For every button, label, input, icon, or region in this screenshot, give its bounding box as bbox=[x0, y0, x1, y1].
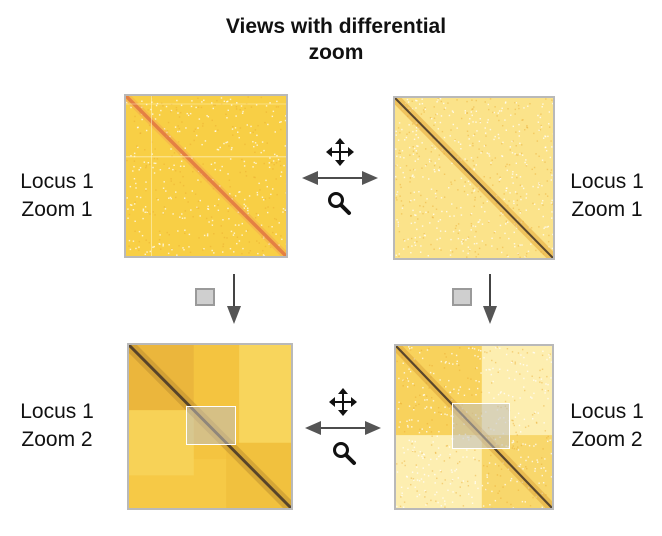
label-bottom-left: Locus 1 Zoom 2 bbox=[2, 398, 112, 454]
locus-label: Locus 1 bbox=[20, 400, 94, 423]
double-arrow-icon[interactable] bbox=[305, 421, 381, 435]
double-arrow-icon[interactable] bbox=[302, 171, 378, 185]
link-controls-bottom bbox=[303, 386, 383, 470]
link-controls-top bbox=[300, 136, 380, 220]
magnifier-icon[interactable] bbox=[333, 442, 356, 465]
zoom-region-box[interactable] bbox=[452, 403, 510, 449]
zoom-label: Zoom 2 bbox=[571, 428, 643, 451]
magnifier-icon[interactable] bbox=[328, 192, 351, 215]
move-arrows-icon[interactable] bbox=[329, 388, 357, 416]
zoom-label: Zoom 2 bbox=[21, 428, 93, 451]
locus-label: Locus 1 bbox=[20, 170, 94, 193]
zoom-region-box[interactable] bbox=[186, 406, 236, 445]
contact-map-bottom-right[interactable] bbox=[394, 344, 554, 510]
label-bottom-right: Locus 1 Zoom 2 bbox=[552, 398, 662, 454]
zoom-label: Zoom 1 bbox=[571, 198, 643, 221]
locus-label: Locus 1 bbox=[570, 170, 644, 193]
square-icon[interactable] bbox=[195, 288, 215, 306]
title-line-1: Views with differential bbox=[225, 15, 447, 38]
arrow-down-icon bbox=[483, 274, 497, 324]
title-line-2: zoom bbox=[308, 41, 364, 64]
figure-title: Views with differential zoom bbox=[0, 14, 662, 66]
locus-label: Locus 1 bbox=[570, 400, 644, 423]
zoom-label: Zoom 1 bbox=[21, 198, 93, 221]
heatmap-graphic bbox=[395, 98, 553, 258]
label-top-left: Locus 1 Zoom 1 bbox=[2, 168, 112, 224]
contact-map-top-left[interactable] bbox=[124, 94, 288, 258]
contact-map-bottom-left[interactable] bbox=[127, 343, 293, 510]
arrow-down-icon bbox=[227, 274, 241, 324]
move-arrows-icon[interactable] bbox=[326, 138, 354, 166]
label-top-right: Locus 1 Zoom 1 bbox=[552, 168, 662, 224]
square-icon[interactable] bbox=[452, 288, 472, 306]
contact-map-top-right[interactable] bbox=[393, 96, 555, 260]
heatmap-graphic bbox=[126, 96, 286, 256]
